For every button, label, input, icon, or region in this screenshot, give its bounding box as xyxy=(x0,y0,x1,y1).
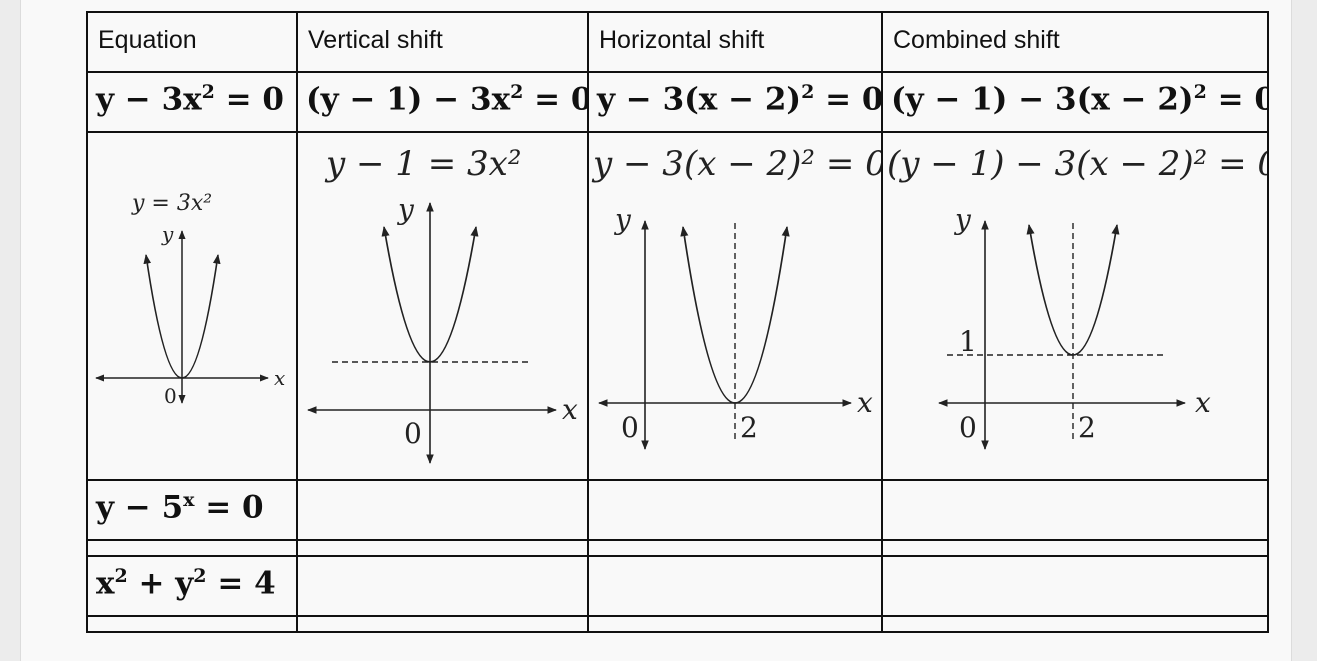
cell-exponential-combined xyxy=(881,479,1269,541)
circle-equation: x2 + y2 = 4 xyxy=(96,565,276,602)
cell-exponential-equation: y − 5x = 0 xyxy=(86,479,298,541)
vertical-equation: (y − 1) − 3x2 = 0 xyxy=(306,81,588,118)
horizontal-graph-label: y − 3(x − 2)² = 0 xyxy=(591,144,882,184)
header-vertical-shift: Vertical shift xyxy=(296,11,589,73)
combined-graph: (y − 1) − 3(x − 2)² = 0 y x 0 1 2 xyxy=(887,144,1268,450)
combined-graph-label: (y − 1) − 3(x − 2)² = 0 xyxy=(887,144,1268,184)
base-parabola xyxy=(143,254,221,379)
vertical-y-label: y xyxy=(396,193,415,226)
horizontal-origin-label: 0 xyxy=(621,411,639,444)
base-y-label: y xyxy=(161,222,174,246)
spacer-cell xyxy=(296,615,589,633)
cell-horizontal-graph: y − 3(x − 2)² = 0 y x 0 2 xyxy=(587,131,883,481)
horizontal-graph: y − 3(x − 2)² = 0 y x 0 2 xyxy=(591,144,882,450)
horizontal-x-label: x xyxy=(857,386,873,419)
cell-vertical-graph: y − 1 = 3x² y x 0 xyxy=(296,131,589,481)
horizontal-y-label: y xyxy=(613,203,632,236)
combined-origin-label: 0 xyxy=(959,411,977,444)
spacer-cell xyxy=(587,615,883,633)
header-equation: Equation xyxy=(86,11,298,73)
worksheet: Equation Vertical shift Horizontal shift… xyxy=(20,0,1292,661)
spacer-cell xyxy=(881,615,1269,633)
spacer-row-2 xyxy=(86,615,1269,633)
horizontal-equation: y − 3(x − 2)2 = 0 xyxy=(597,81,882,118)
header-horizontal-shift: Horizontal shift xyxy=(587,11,883,73)
combined-y-label: y xyxy=(953,203,972,236)
cell-circle-combined xyxy=(881,555,1269,617)
cell-combined-graph: (y − 1) − 3(x − 2)² = 0 y x 0 1 2 xyxy=(881,131,1269,481)
base-x-label: x xyxy=(274,366,285,390)
vertical-origin-label: 0 xyxy=(404,417,422,450)
header-combined-shift: Combined shift xyxy=(881,11,1269,73)
base-origin-label: 0 xyxy=(164,384,177,408)
cell-circle-vertical xyxy=(296,555,589,617)
vertical-graph-label: y − 1 = 3x² xyxy=(324,144,521,184)
horizontal-tick-label: 2 xyxy=(740,411,758,444)
parabola-equation-row: y − 3x2 = 0 (y − 1) − 3x2 = 0 y − 3(x − … xyxy=(86,71,1269,133)
base-graph: y = 3x² y x 0 xyxy=(95,191,285,408)
cell-base-equation: y − 3x2 = 0 xyxy=(86,71,298,133)
spacer-cell xyxy=(86,615,298,633)
shift-table: Equation Vertical shift Horizontal shift… xyxy=(86,11,1269,633)
combined-x-tick-label: 2 xyxy=(1078,411,1096,444)
spacer-cell xyxy=(296,539,589,557)
graph-row: y = 3x² y x 0 y − 1 = 3x² y x 0 xyxy=(86,131,1269,481)
combined-equation: (y − 1) − 3(x − 2)2 = 0 xyxy=(891,81,1266,118)
exponential-row: y − 5x = 0 xyxy=(86,479,1269,541)
cell-circle-horizontal xyxy=(587,555,883,617)
spacer-cell xyxy=(86,539,298,557)
vertical-parabola xyxy=(381,225,479,363)
base-equation: y − 3x2 = 0 xyxy=(96,81,284,118)
cell-exponential-horizontal xyxy=(587,479,883,541)
spacer-cell xyxy=(587,539,883,557)
horizontal-parabola xyxy=(680,225,790,404)
exponential-equation: y − 5x = 0 xyxy=(96,489,264,526)
combined-x-label: x xyxy=(1195,386,1211,419)
spacer-cell xyxy=(881,539,1269,557)
header-row: Equation Vertical shift Horizontal shift… xyxy=(86,11,1269,73)
base-graph-label: y = 3x² xyxy=(131,191,212,216)
combined-y-tick-label: 1 xyxy=(959,325,977,358)
cell-circle-equation: x2 + y2 = 4 xyxy=(86,555,298,617)
cell-exponential-vertical xyxy=(296,479,589,541)
cell-vertical-equation: (y − 1) − 3x2 = 0 xyxy=(296,71,589,133)
cell-base-graph: y = 3x² y x 0 xyxy=(86,131,298,481)
vertical-x-label: x xyxy=(562,393,578,426)
vertical-graph: y − 1 = 3x² y x 0 xyxy=(307,144,578,464)
spacer-row-1 xyxy=(86,539,1269,557)
combined-parabola xyxy=(1026,223,1120,356)
circle-row: x2 + y2 = 4 xyxy=(86,555,1269,617)
cell-horizontal-equation: y − 3(x − 2)2 = 0 xyxy=(587,71,883,133)
cell-combined-equation: (y − 1) − 3(x − 2)2 = 0 xyxy=(881,71,1269,133)
